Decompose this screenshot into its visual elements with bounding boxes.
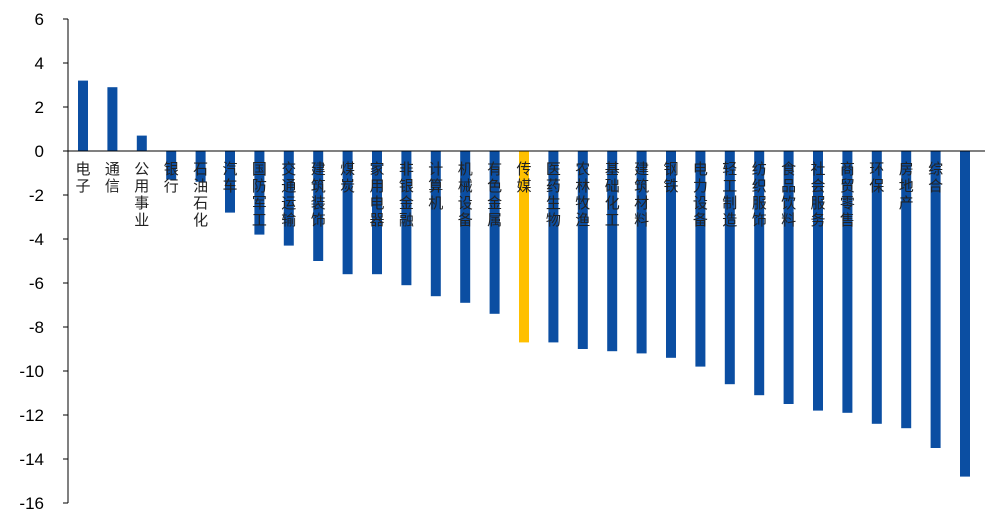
category-label: 家用电器: [369, 160, 384, 229]
category-label: 计算机: [428, 160, 443, 212]
y-tick-label: 6: [35, 10, 44, 29]
category-label: 医药生物: [546, 160, 561, 229]
bar: [930, 151, 941, 448]
y-tick-label: -2: [29, 186, 44, 205]
bar: [783, 151, 794, 404]
bar: [195, 151, 206, 182]
category-label: 公用事业: [134, 160, 149, 229]
y-tick-label: 4: [35, 54, 44, 73]
bar: [960, 151, 970, 477]
category-label: 钢铁: [663, 160, 678, 195]
category-label: 煤炭: [340, 160, 355, 195]
category-label: 传媒: [516, 160, 531, 195]
category-label: 建筑装饰: [311, 160, 326, 229]
category-label: 通信: [105, 160, 120, 195]
category-label: 建筑材料: [634, 160, 649, 229]
category-labels: 电子通信公用事业银行石油石化汽车国防军工交通运输建筑装饰煤炭家用电器非银金融计算…: [75, 160, 943, 229]
category-label: 银行: [164, 160, 179, 195]
category-label: 综合: [928, 160, 943, 195]
bar: [313, 151, 324, 261]
category-label: 基础化工: [605, 160, 620, 229]
category-label: 汽车: [222, 160, 237, 195]
category-label: 食品饮料: [781, 160, 796, 229]
y-tick-label: 2: [35, 98, 44, 117]
y-tick-label: -10: [19, 362, 44, 381]
bar: [489, 151, 500, 314]
category-label: 非银金融: [399, 160, 414, 229]
bar: [577, 151, 588, 349]
y-tick-label: -4: [29, 230, 44, 249]
bar: [166, 151, 177, 180]
bar: [107, 87, 118, 151]
bar: [607, 151, 618, 352]
bar: [813, 151, 823, 411]
bar: [283, 151, 294, 246]
category-label: 社会服务: [810, 160, 825, 229]
bar: [372, 151, 382, 275]
category-label: 有色金属: [487, 160, 502, 229]
category-label: 电力设备: [693, 160, 708, 229]
bar: [78, 80, 88, 151]
category-label: 轻工制造: [722, 160, 737, 229]
bar: [460, 151, 471, 303]
category-label: 纺织服饰: [752, 160, 767, 229]
bar: [754, 151, 765, 396]
y-tick-label: -12: [19, 406, 44, 425]
bars: [78, 80, 970, 477]
bar: [430, 151, 441, 297]
bar: [342, 151, 353, 275]
bar: [225, 151, 235, 213]
y-tick-label: -8: [29, 318, 44, 337]
bar: [136, 135, 147, 151]
y-tick-label: -14: [19, 450, 44, 469]
category-label: 农林牧渔: [575, 160, 590, 229]
y-tick-label: -6: [29, 274, 44, 293]
category-label: 机械设备: [458, 160, 473, 229]
bar: [901, 151, 912, 429]
bar: [548, 151, 559, 343]
y-tick-label: 0: [35, 142, 44, 161]
category-label: 房地产: [899, 160, 914, 212]
category-label: 国防军工: [252, 160, 267, 229]
bar: [666, 151, 676, 358]
category-label: 商贸零售: [840, 160, 855, 229]
bar: [695, 151, 706, 367]
y-axis: 6 4 2 0 -2 -4 -6 -8 -10 -12 -14 -16: [19, 10, 69, 513]
category-label: 交通运输: [281, 160, 296, 229]
y-tick-label: -16: [19, 494, 44, 513]
category-label: 电子: [75, 160, 90, 195]
bar: [636, 151, 647, 354]
bar: [401, 151, 412, 286]
category-label: 环保: [869, 160, 884, 195]
bar: [871, 151, 882, 424]
bar: [842, 151, 853, 413]
bar: [254, 151, 265, 235]
bar: [519, 151, 529, 343]
category-label: 石油石化: [193, 160, 208, 229]
bar: [724, 151, 735, 385]
